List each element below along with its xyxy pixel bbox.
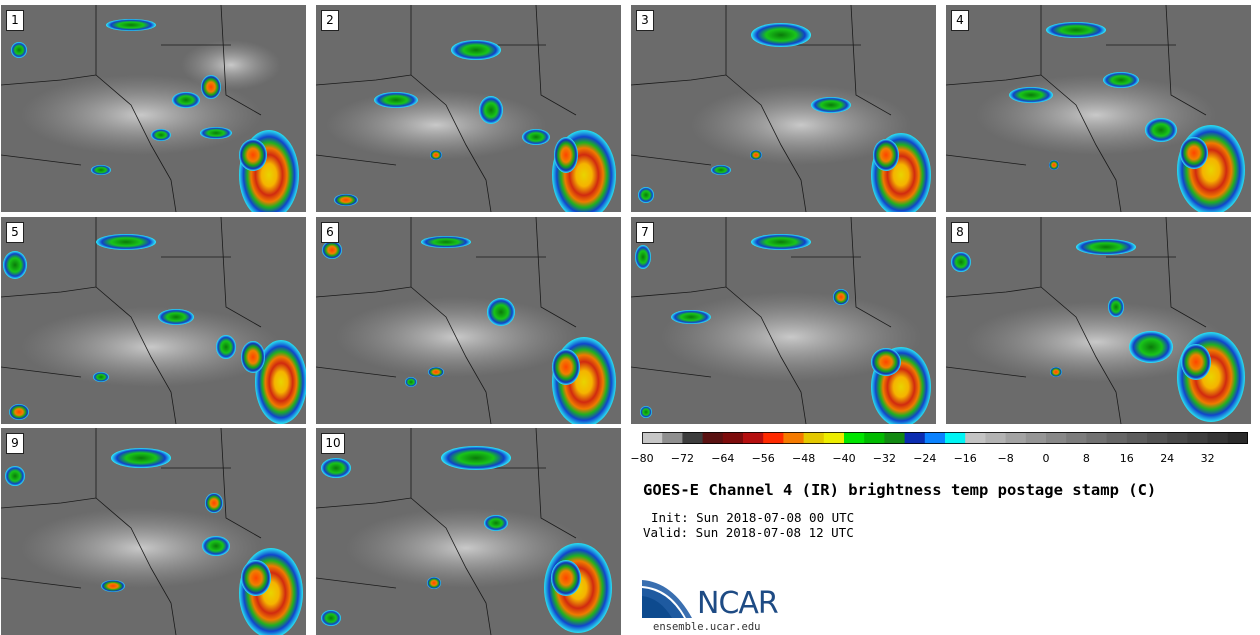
colorbar-swatch: [803, 432, 825, 444]
colorbar-swatch: [1207, 432, 1229, 444]
panel-number: 2: [321, 10, 339, 31]
colorbar-swatch: [1167, 432, 1188, 444]
ir-map: [1, 428, 306, 635]
map-panel-5: 5: [1, 217, 306, 424]
colorbar-swatch: [985, 432, 1007, 444]
map-panel-7: 7: [631, 217, 936, 424]
panel-number: 10: [321, 433, 345, 454]
colorbar-tick-label: −40: [832, 452, 856, 465]
ir-map: [1, 5, 306, 212]
colorbar-swatch: [722, 432, 744, 444]
panel-number: 5: [6, 222, 24, 243]
colorbar-tick-label: −48: [791, 452, 816, 465]
colorbar-tick-label: −80: [630, 452, 654, 465]
map-panel-6: 6: [316, 217, 621, 424]
colorbar-swatch: [884, 432, 906, 444]
map-panel-9: 9: [1, 428, 306, 635]
ncar-logo-text: NCAR: [697, 586, 779, 621]
colorbar-swatch: [844, 432, 865, 444]
panel-number: 4: [951, 10, 969, 31]
colorbar-swatch: [642, 432, 663, 444]
colorbar-swatch: [924, 432, 946, 444]
colorbar-swatch: [945, 432, 966, 444]
colorbar-tick-label: 24: [1160, 452, 1175, 465]
ir-map: [1, 217, 306, 424]
panel-number: 7: [636, 222, 654, 243]
colorbar-swatch: [1126, 432, 1148, 444]
colorbar-tick-label: −72: [670, 452, 694, 465]
map-panel-1: 1: [1, 5, 306, 212]
colorbar-swatch: [1066, 432, 1087, 444]
colorbar-swatch: [662, 432, 683, 444]
colorbar-swatch: [1025, 432, 1047, 444]
colorbar-swatch: [1005, 432, 1027, 444]
colorbar-tick-label: 8: [1082, 452, 1090, 465]
colorbar-swatch: [965, 432, 986, 444]
ir-map: [946, 217, 1251, 424]
panel-number: 1: [6, 10, 24, 31]
colorbar-tick-label: 0: [1042, 452, 1050, 465]
colorbar-swatch: [783, 432, 805, 444]
site-url: ensemble.ucar.edu: [653, 621, 761, 633]
colorbar-tick-label: −24: [913, 452, 937, 465]
map-panel-10: 10: [316, 428, 621, 635]
map-panel-3: 3: [631, 5, 936, 212]
map-panel-2: 2: [316, 5, 621, 212]
colorbar-swatch: [864, 432, 885, 444]
colorbar-tick-label: 16: [1119, 452, 1134, 465]
colorbar-swatch: [702, 432, 724, 444]
valid-time: Valid: Sun 2018-07-08 12 UTC: [643, 525, 854, 540]
panel-number: 9: [6, 433, 24, 454]
colorbar-tick-label: −32: [872, 452, 896, 465]
map-panel-8: 8: [946, 217, 1251, 424]
colorbar-swatch: [1046, 432, 1067, 444]
panel-number: 3: [636, 10, 654, 31]
colorbar-tick-label: −8: [997, 452, 1014, 465]
colorbar-tick-label: −16: [953, 452, 977, 465]
colorbar-swatch: [1227, 432, 1248, 444]
colorbar-tick-label: 32: [1200, 452, 1215, 465]
ncar-logo-icon: [642, 580, 692, 618]
ir-map: [631, 217, 936, 424]
colorbar-tick-label: −56: [751, 452, 775, 465]
colorbar-swatch: [1147, 432, 1168, 444]
ir-map: [631, 5, 936, 212]
ir-map: [946, 5, 1251, 212]
init-time: Init: Sun 2018-07-08 00 UTC: [651, 510, 855, 525]
figure-title: GOES-E Channel 4 (IR) brightness temp po…: [643, 481, 1157, 499]
colorbar-tick-label: −64: [711, 452, 735, 465]
colorbar-swatch: [1187, 432, 1209, 444]
colorbar-swatch: [1106, 432, 1128, 444]
panel-number: 6: [321, 222, 339, 243]
ir-map: [316, 5, 621, 212]
colorbar-swatch: [743, 432, 764, 444]
colorbar-swatch: [682, 432, 704, 444]
colorbar-swatch: [763, 432, 784, 444]
colorbar-swatch: [904, 432, 926, 444]
map-panel-4: 4: [946, 5, 1251, 212]
colorbar-swatch: [1086, 432, 1108, 444]
colorbar: [642, 432, 1248, 444]
ir-map: [316, 428, 621, 635]
panel-number: 8: [951, 222, 969, 243]
ir-map: [316, 217, 621, 424]
logo-text: NCAR: [697, 586, 779, 621]
colorbar-swatch: [823, 432, 845, 444]
